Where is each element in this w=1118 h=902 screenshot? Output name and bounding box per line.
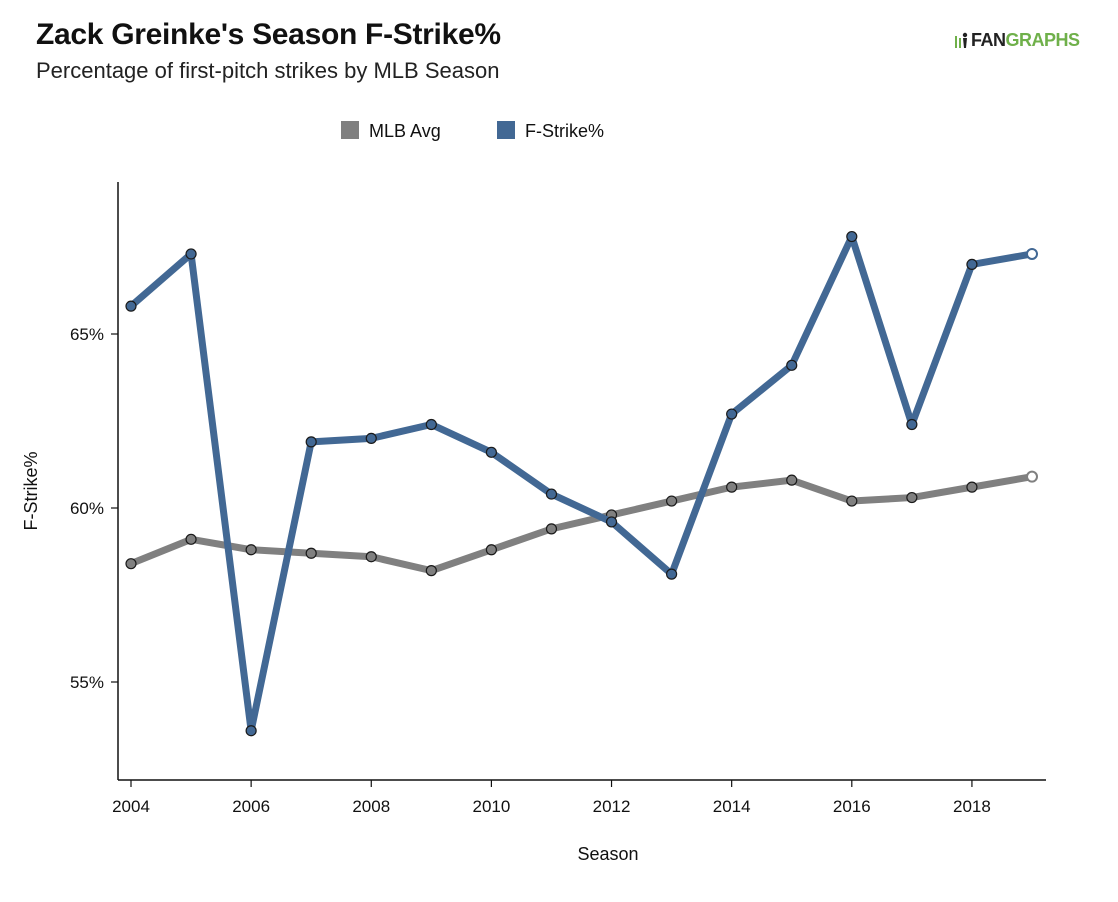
- data-point-f-strike: [125, 300, 137, 312]
- data-point-f-strike: [545, 488, 558, 500]
- x-tick-label: 2018: [953, 797, 991, 816]
- batter-icon: [955, 32, 968, 48]
- data-point-mlb-avg: [425, 565, 437, 577]
- data-point-f-strike: [1026, 247, 1038, 260]
- data-point-mlb-avg: [906, 491, 918, 504]
- x-tick-label: 2006: [232, 797, 270, 816]
- data-point-mlb-avg: [125, 558, 137, 570]
- x-tick-label: 2012: [593, 797, 631, 816]
- series-f-strike: [125, 230, 1038, 737]
- x-tick-label: 2014: [713, 797, 751, 816]
- chart-subtitle: Percentage of first-pitch strikes by MLB…: [36, 58, 500, 83]
- y-tick-label: 55%: [70, 673, 104, 692]
- data-point-mlb-avg: [485, 544, 497, 556]
- logo-text-graphs: GRAPHS: [1005, 30, 1081, 50]
- x-tick-label: 2008: [352, 797, 390, 816]
- fangraphs-logo: FANGRAPHS: [955, 30, 1080, 51]
- data-point-mlb-avg: [245, 544, 257, 556]
- data-point-mlb-avg: [665, 495, 678, 507]
- data-point-mlb-avg: [365, 551, 377, 563]
- data-point-f-strike: [365, 432, 377, 444]
- chart-series: [125, 230, 1038, 737]
- data-point-mlb-avg: [185, 533, 197, 545]
- data-point-f-strike: [966, 258, 978, 270]
- legend-label: F-Strike%: [525, 121, 604, 141]
- chart-axes: 2004 2006 2008 2010 2012 2014 2016 2018 55% 60% 65…: [21, 182, 1046, 864]
- data-point-f-strike: [425, 418, 437, 431]
- x-axis-label: Season: [577, 844, 638, 864]
- data-point-mlb-avg: [545, 523, 558, 535]
- data-point-f-strike: [665, 568, 678, 580]
- data-point-f-strike: [305, 436, 317, 448]
- data-point-f-strike: [245, 725, 257, 737]
- logo-text-fan: FAN: [971, 30, 1006, 50]
- data-point-f-strike: [906, 418, 918, 431]
- data-point-mlb-avg: [846, 495, 858, 507]
- chart-legend: MLB Avg F-Strike%: [341, 121, 604, 141]
- x-tick-label: 2016: [833, 797, 871, 816]
- data-point-f-strike: [605, 516, 618, 528]
- data-point-f-strike: [846, 230, 858, 243]
- series-line-f-strike: [127, 233, 1036, 735]
- x-tick-label: 2004: [112, 797, 150, 816]
- series-line-mlb-avg: [127, 473, 1036, 575]
- legend-label: MLB Avg: [369, 121, 441, 141]
- legend-swatch: [497, 121, 515, 139]
- data-point-f-strike: [726, 408, 738, 420]
- y-tick-label: 65%: [70, 325, 104, 344]
- x-tick-label: 2010: [472, 797, 510, 816]
- data-point-mlb-avg: [1026, 470, 1038, 483]
- data-point-mlb-avg: [726, 481, 738, 493]
- y-axis-label: F-Strike%: [21, 451, 41, 530]
- legend-swatch: [341, 121, 359, 139]
- data-point-mlb-avg: [966, 481, 978, 493]
- data-point-f-strike: [786, 359, 798, 371]
- data-point-mlb-avg: [305, 547, 317, 559]
- data-point-mlb-avg: [786, 474, 798, 486]
- series-mlb-avg: [125, 470, 1038, 577]
- data-point-f-strike: [185, 248, 197, 260]
- chart-title: Zack Greinke's Season F-Strike%: [36, 18, 501, 51]
- y-tick-label: 60%: [70, 499, 104, 518]
- data-point-f-strike: [485, 446, 497, 458]
